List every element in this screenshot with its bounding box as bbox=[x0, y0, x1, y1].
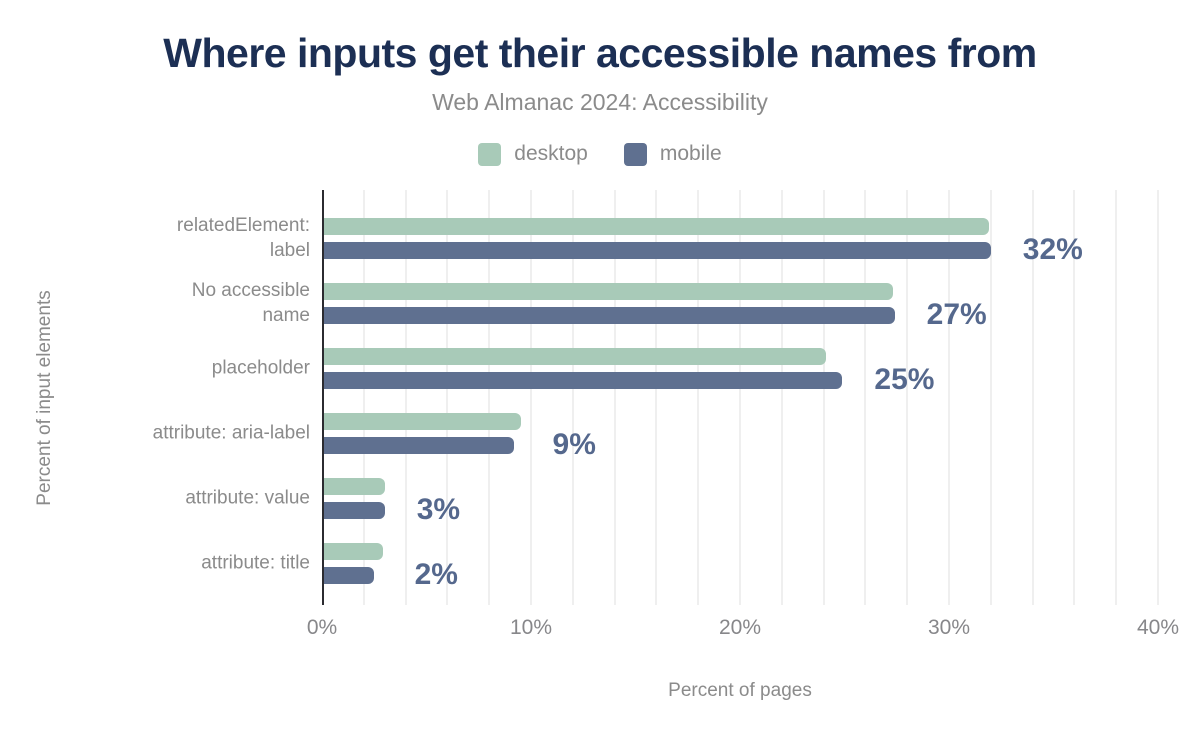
gridline bbox=[948, 190, 950, 605]
bar-desktop-4[interactable] bbox=[324, 413, 521, 430]
legend-swatch-desktop-icon bbox=[478, 142, 502, 166]
gridline bbox=[697, 190, 700, 605]
gridline bbox=[655, 190, 658, 605]
gridline bbox=[530, 190, 532, 605]
gridline bbox=[446, 190, 449, 605]
x-tick-label-0%: 0% bbox=[306, 616, 338, 639]
y-axis-title: Percent of input elements bbox=[34, 290, 55, 506]
category-label-4: attribute: aria-label bbox=[152, 422, 310, 444]
legend: desktop mobile bbox=[0, 142, 1200, 166]
gridline bbox=[1157, 190, 1159, 605]
value-label-3: 25% bbox=[874, 363, 935, 396]
bar-mobile-1[interactable] bbox=[324, 241, 991, 259]
gridline bbox=[613, 190, 616, 605]
x-tick-label-30%: 30% bbox=[927, 616, 971, 639]
category-label-2: No accessible name bbox=[191, 280, 310, 327]
category-label-6: attribute: title bbox=[201, 552, 310, 574]
gridline bbox=[362, 190, 365, 605]
value-label-6: 2% bbox=[414, 558, 458, 591]
legend-label-desktop: desktop bbox=[514, 142, 588, 165]
x-tick-label-10%: 10% bbox=[509, 616, 553, 639]
gridline bbox=[1031, 190, 1034, 605]
y-axis-line bbox=[321, 190, 324, 605]
bar-mobile-2[interactable] bbox=[324, 306, 895, 324]
gridline bbox=[404, 190, 407, 605]
x-tick-label-20%: 20% bbox=[718, 616, 762, 639]
legend-label-mobile: mobile bbox=[659, 142, 722, 165]
x-axis-title: Percent of pages bbox=[668, 680, 812, 701]
gridline bbox=[571, 190, 574, 605]
chart-subtitle: Web Almanac 2024: Accessibility bbox=[432, 89, 768, 115]
bar-desktop-6[interactable] bbox=[324, 543, 383, 560]
category-label-5: attribute: value bbox=[185, 487, 310, 509]
value-label-1: 32% bbox=[1022, 233, 1083, 266]
legend-item-desktop[interactable]: desktop bbox=[478, 142, 588, 166]
bar-desktop-1[interactable] bbox=[324, 218, 989, 235]
gridline bbox=[1073, 190, 1076, 605]
gridline bbox=[864, 190, 867, 605]
value-label-5: 3% bbox=[416, 493, 461, 526]
gridline bbox=[906, 190, 909, 605]
bar-desktop-5[interactable] bbox=[324, 478, 385, 495]
category-label-3: placeholder bbox=[211, 357, 310, 379]
gridline bbox=[780, 190, 783, 605]
value-label-4: 9% bbox=[552, 428, 596, 461]
bar-mobile-4[interactable] bbox=[324, 436, 515, 454]
bar-mobile-3[interactable] bbox=[324, 371, 843, 389]
x-tick-label-40%: 40% bbox=[1136, 616, 1180, 639]
gridline bbox=[989, 190, 992, 605]
bar-mobile-5[interactable] bbox=[324, 501, 385, 519]
value-label-2: 27% bbox=[926, 298, 987, 331]
legend-swatch-mobile-icon bbox=[623, 142, 647, 166]
bar-desktop-3[interactable] bbox=[324, 348, 826, 365]
gridline bbox=[739, 190, 741, 605]
legend-item-mobile[interactable]: mobile bbox=[623, 142, 722, 166]
chart-title: Where inputs get their accessible names … bbox=[163, 30, 1037, 76]
bar-mobile-6[interactable] bbox=[324, 566, 375, 584]
category-label-1: relatedElement: label bbox=[176, 215, 310, 262]
gridline bbox=[488, 190, 491, 605]
gridline bbox=[822, 190, 825, 605]
gridline bbox=[1115, 190, 1118, 605]
bar-desktop-2[interactable] bbox=[324, 283, 893, 300]
